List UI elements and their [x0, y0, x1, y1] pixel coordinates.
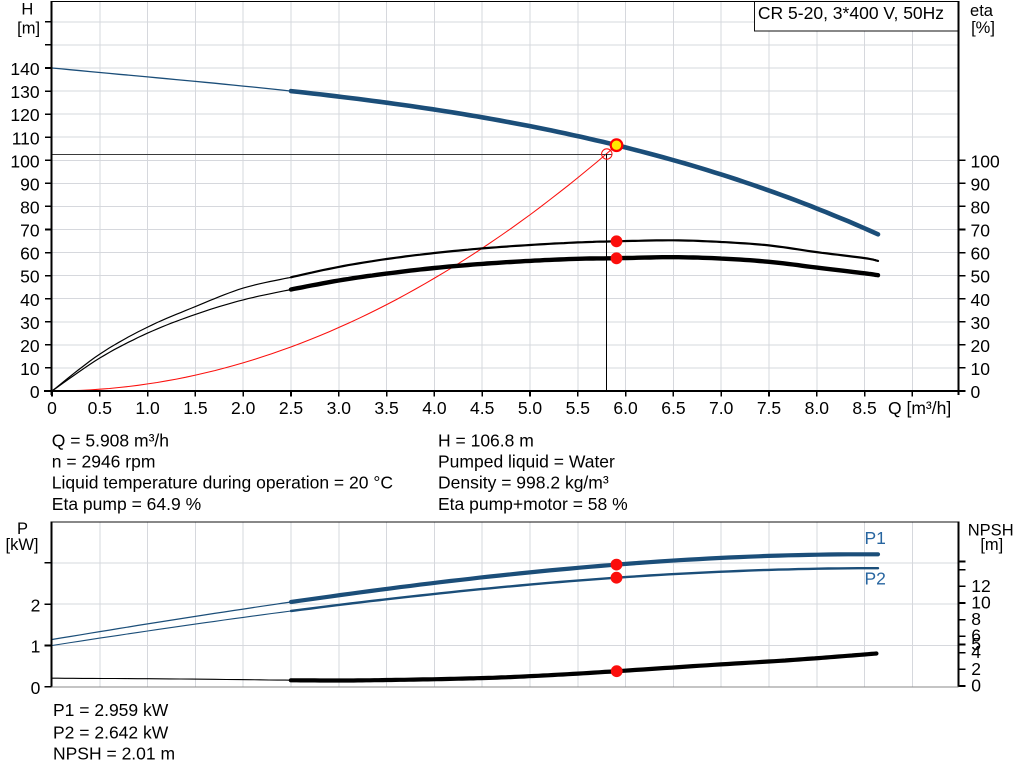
svg-text:40: 40 — [971, 290, 991, 310]
svg-text:8.0: 8.0 — [805, 398, 830, 418]
svg-text:0: 0 — [971, 675, 981, 695]
svg-text:110: 110 — [12, 128, 40, 148]
svg-text:60: 60 — [971, 244, 991, 264]
svg-text:1.0: 1.0 — [135, 398, 160, 418]
svg-text:140: 140 — [10, 59, 39, 79]
svg-text:2.5: 2.5 — [279, 398, 303, 418]
svg-text:P: P — [17, 520, 28, 538]
svg-text:6.0: 6.0 — [613, 398, 638, 418]
svg-text:100: 100 — [971, 151, 1000, 171]
svg-text:130: 130 — [10, 82, 39, 102]
svg-text:12: 12 — [971, 576, 990, 596]
svg-text:7.0: 7.0 — [709, 398, 734, 418]
svg-text:0: 0 — [31, 678, 41, 698]
svg-text:0: 0 — [47, 398, 57, 418]
svg-text:4.5: 4.5 — [470, 398, 494, 418]
svg-text:[%]: [%] — [971, 19, 995, 37]
svg-text:CR 5-20, 3*400 V, 50Hz: CR 5-20, 3*400 V, 50Hz — [758, 3, 944, 23]
svg-text:2: 2 — [971, 659, 981, 679]
svg-text:Pumped liquid = Water: Pumped liquid = Water — [438, 452, 615, 472]
svg-text:100: 100 — [10, 151, 39, 171]
svg-text:8.5: 8.5 — [852, 398, 876, 418]
svg-text:80: 80 — [20, 198, 40, 218]
svg-text:2: 2 — [31, 595, 41, 615]
svg-text:6: 6 — [971, 626, 981, 646]
svg-text:20: 20 — [20, 336, 40, 356]
svg-text:40: 40 — [20, 290, 40, 310]
svg-text:Density = 998.2 kg/m³: Density = 998.2 kg/m³ — [438, 473, 609, 493]
svg-text:1.5: 1.5 — [183, 398, 207, 418]
svg-text:20: 20 — [971, 336, 991, 356]
svg-text:H = 106.8 m: H = 106.8 m — [438, 430, 534, 450]
svg-text:5: 5 — [971, 634, 981, 654]
svg-text:50: 50 — [971, 267, 991, 287]
svg-text:70: 70 — [20, 221, 40, 241]
svg-text:P1 = 2.959 kW: P1 = 2.959 kW — [53, 700, 169, 720]
svg-text:4.0: 4.0 — [422, 398, 447, 418]
svg-text:3.5: 3.5 — [374, 398, 398, 418]
svg-text:P2 = 2.642 kW: P2 = 2.642 kW — [53, 722, 169, 742]
svg-text:Eta pump = 64.9 %: Eta pump = 64.9 % — [52, 494, 201, 514]
svg-text:P2: P2 — [865, 569, 886, 589]
svg-text:70: 70 — [971, 221, 991, 241]
svg-text:1: 1 — [31, 637, 41, 657]
svg-text:5.5: 5.5 — [566, 398, 590, 418]
svg-text:[m]: [m] — [980, 536, 1003, 554]
svg-text:10: 10 — [20, 359, 40, 379]
svg-text:Eta pump+motor = 58 %: Eta pump+motor = 58 % — [438, 494, 628, 514]
svg-text:0: 0 — [971, 382, 981, 402]
svg-text:4: 4 — [971, 642, 981, 662]
svg-text:Q [m³/h]: Q [m³/h] — [888, 398, 951, 418]
svg-text:0: 0 — [30, 382, 40, 402]
svg-text:50: 50 — [20, 267, 40, 287]
svg-text:[kW]: [kW] — [6, 536, 39, 554]
svg-text:2.0: 2.0 — [231, 398, 256, 418]
svg-text:H: H — [21, 1, 33, 19]
svg-text:10: 10 — [971, 592, 991, 612]
svg-text:120: 120 — [10, 105, 39, 125]
svg-text:NPSH: NPSH — [968, 521, 1014, 539]
svg-text:90: 90 — [20, 174, 40, 194]
svg-text:90: 90 — [971, 174, 991, 194]
svg-text:eta: eta — [970, 2, 994, 20]
svg-text:[m]: [m] — [17, 20, 40, 38]
svg-text:7.5: 7.5 — [757, 398, 781, 418]
svg-text:10: 10 — [971, 359, 991, 379]
svg-text:n = 2946 rpm: n = 2946 rpm — [52, 452, 156, 472]
svg-text:8: 8 — [971, 609, 981, 629]
svg-text:30: 30 — [20, 313, 40, 333]
svg-text:0.5: 0.5 — [88, 398, 112, 418]
svg-text:P1: P1 — [865, 528, 886, 548]
svg-text:30: 30 — [971, 313, 991, 333]
svg-text:3.0: 3.0 — [327, 398, 352, 418]
svg-text:80: 80 — [971, 198, 991, 218]
svg-text:5.0: 5.0 — [518, 398, 543, 418]
svg-text:Q = 5.908 m³/h: Q = 5.908 m³/h — [52, 430, 169, 450]
svg-text:NPSH = 2.01 m: NPSH = 2.01 m — [53, 744, 175, 764]
svg-text:Liquid temperature during oper: Liquid temperature during operation = 20… — [52, 473, 393, 493]
svg-text:60: 60 — [20, 244, 40, 264]
svg-text:6.5: 6.5 — [661, 398, 685, 418]
